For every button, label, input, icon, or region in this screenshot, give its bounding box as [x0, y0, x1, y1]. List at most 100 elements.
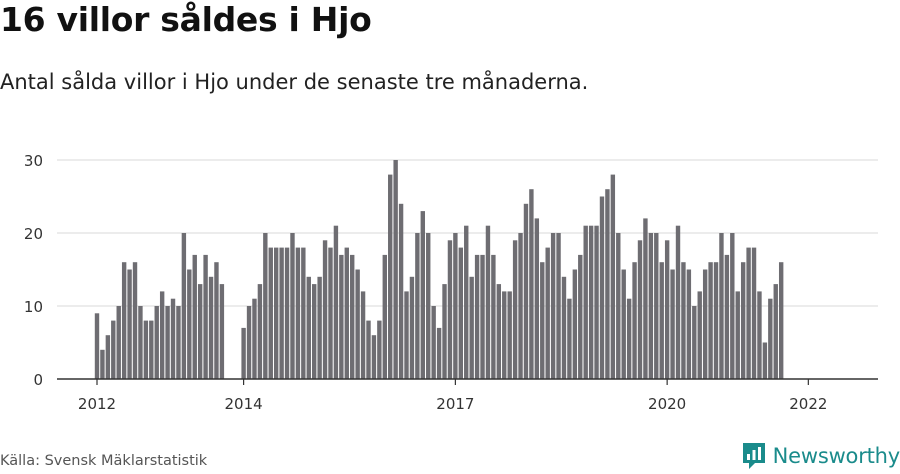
bar	[143, 320, 149, 379]
bar-annotation: 16	[798, 130, 818, 134]
newsworthy-brand[interactable]: Newsworthy	[741, 440, 900, 472]
labels: 0 10 20 30 2012 2014 2017 2020 2022 16	[24, 130, 828, 413]
bar	[279, 247, 284, 379]
bar	[127, 269, 132, 379]
bar	[768, 298, 773, 379]
bar	[534, 218, 540, 379]
bar	[610, 174, 616, 379]
bar	[393, 160, 398, 379]
bar	[111, 320, 116, 379]
bar	[306, 276, 311, 379]
bar	[290, 233, 295, 379]
bar	[339, 254, 344, 379]
bar	[702, 269, 708, 379]
bar	[496, 284, 502, 379]
y-tick-label: 0	[33, 371, 43, 389]
bar	[284, 247, 290, 379]
bar	[197, 284, 203, 379]
bar	[713, 262, 719, 379]
bar	[740, 262, 746, 379]
bar	[333, 225, 339, 379]
bar	[360, 291, 366, 379]
newsworthy-logo-icon	[742, 443, 765, 469]
bar	[453, 233, 458, 379]
chart-subtitle: Antal sålda villor i Hjo under de senast…	[0, 70, 589, 94]
bar	[241, 327, 246, 379]
bar	[664, 240, 670, 379]
bar	[404, 291, 409, 379]
bar	[138, 306, 143, 379]
bar	[692, 306, 697, 379]
bar	[246, 306, 252, 379]
bar	[415, 233, 420, 379]
bar	[420, 211, 425, 379]
bar	[371, 335, 377, 379]
bar	[735, 291, 740, 379]
bar	[382, 254, 387, 379]
bar	[480, 254, 485, 379]
bar	[350, 254, 355, 379]
bar	[409, 276, 415, 379]
bar	[751, 247, 757, 379]
bar	[436, 327, 442, 379]
bar	[578, 254, 583, 379]
bar	[94, 313, 100, 379]
bar	[561, 276, 567, 379]
bar	[214, 262, 219, 379]
bar	[105, 335, 111, 379]
x-tick-label: 2020	[648, 395, 686, 413]
bar	[545, 247, 550, 379]
x-tick-label: 2017	[436, 395, 474, 413]
bar	[317, 276, 322, 379]
bar	[773, 284, 778, 379]
bar	[181, 233, 187, 379]
bar	[312, 284, 317, 379]
bar	[273, 247, 279, 379]
bar	[632, 262, 637, 379]
bar	[208, 276, 214, 379]
bar	[518, 233, 523, 379]
bar	[165, 306, 170, 379]
bar	[626, 298, 632, 379]
bar	[442, 284, 447, 379]
bar	[697, 291, 702, 379]
bar	[746, 247, 751, 379]
bar	[583, 225, 588, 379]
bar	[132, 262, 138, 379]
bar	[686, 269, 692, 379]
bar	[502, 291, 507, 379]
x-tick-label: 2014	[225, 395, 263, 413]
bar	[594, 225, 599, 379]
bar	[491, 254, 496, 379]
chart-title: 16 villor såldes i Hjo	[0, 0, 372, 39]
bar	[219, 284, 225, 379]
bar	[301, 247, 306, 379]
bar	[377, 320, 382, 379]
bar	[762, 342, 768, 379]
bar	[159, 291, 165, 379]
bar	[637, 240, 643, 379]
bar	[778, 262, 784, 379]
bar	[512, 240, 518, 379]
bar	[426, 233, 431, 379]
bar	[757, 291, 762, 379]
bar	[474, 254, 480, 379]
bar	[268, 247, 273, 379]
y-tick-label: 10	[24, 298, 43, 316]
bar	[388, 174, 393, 379]
bar	[100, 349, 105, 379]
bar	[599, 196, 605, 379]
bar	[154, 306, 159, 379]
bar	[708, 262, 713, 379]
bar	[366, 320, 371, 379]
bar	[540, 262, 545, 379]
bar	[344, 247, 349, 379]
bar	[469, 276, 474, 379]
y-tick-label: 30	[24, 152, 43, 170]
bar	[507, 291, 512, 379]
bar	[724, 254, 730, 379]
source-note: Källa: Svensk Mäklarstatistik	[0, 453, 208, 469]
bar	[567, 298, 572, 379]
x-tick-label: 2022	[789, 395, 827, 413]
bar	[192, 254, 197, 379]
